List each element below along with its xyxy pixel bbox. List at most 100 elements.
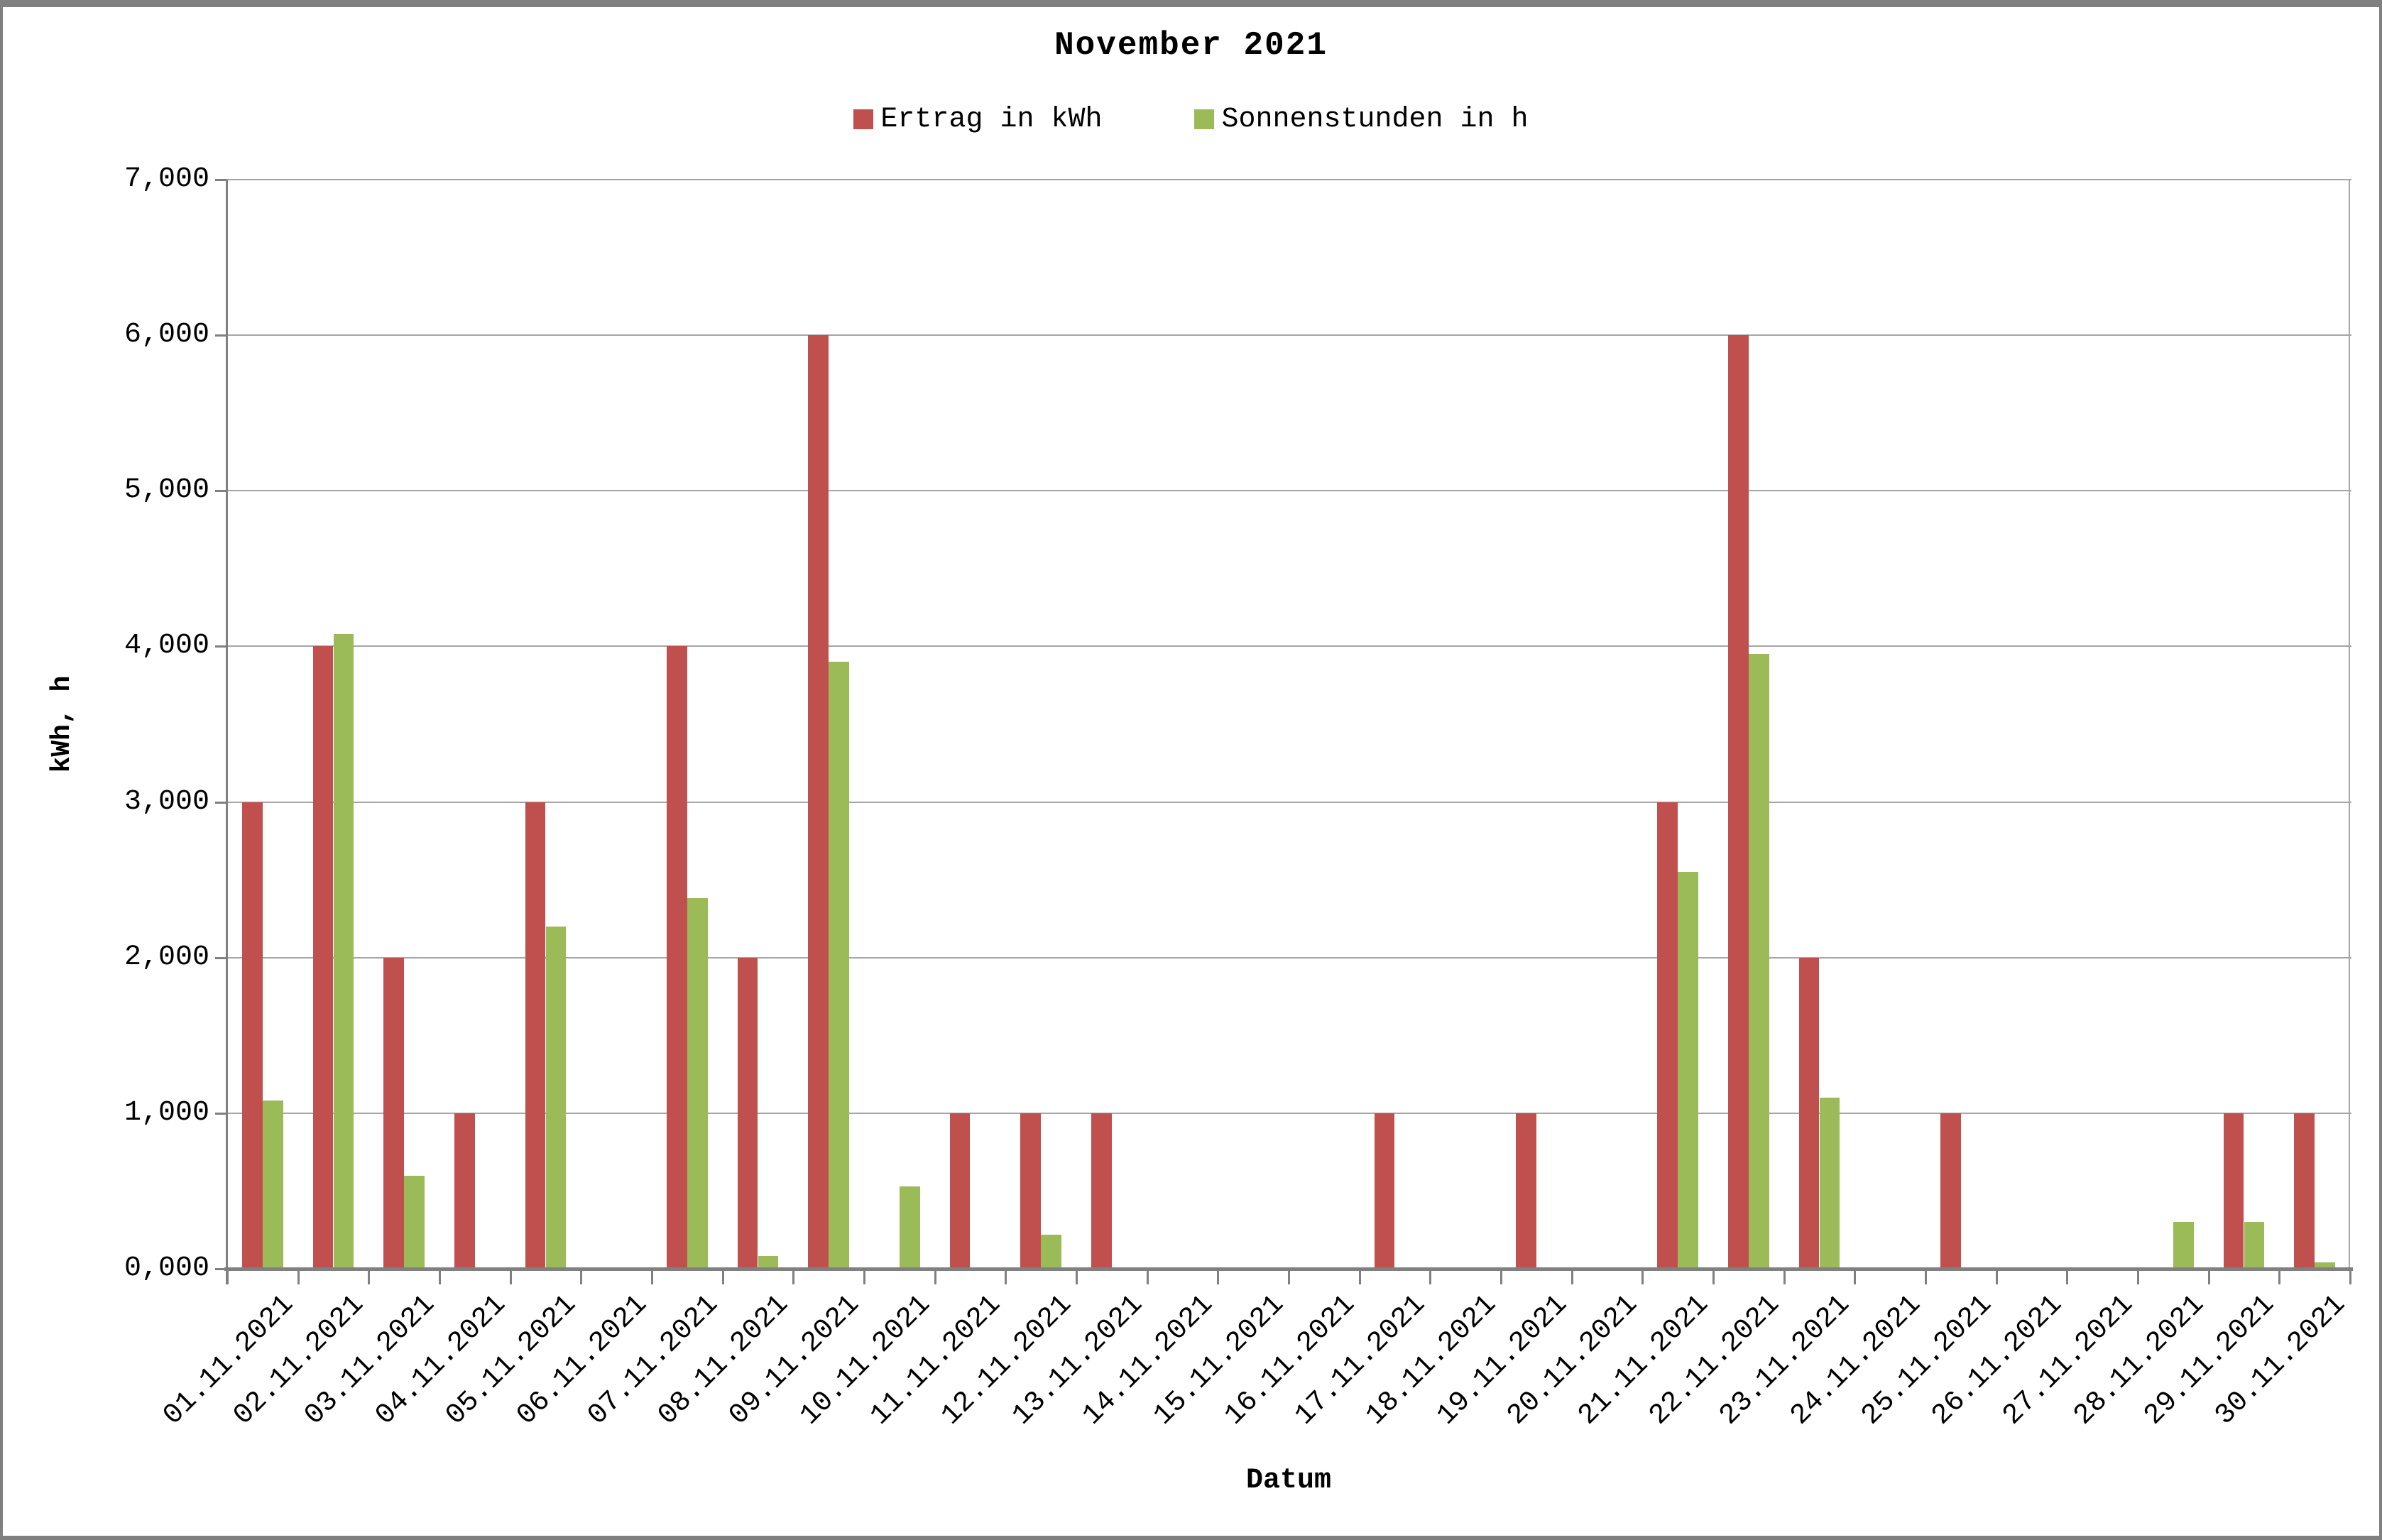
bar-ertrag-03.11.2021: [383, 957, 405, 1269]
bar-ertrag-25.11.2021: [1940, 1113, 1961, 1269]
y-axis-tick: [215, 334, 227, 337]
bar-sonnenstunden-12.11.2021: [1041, 1234, 1062, 1269]
y-axis-tick: [215, 1112, 227, 1115]
legend-label-sonnenstunden: Sonnenstunden in h: [1221, 103, 1529, 136]
x-axis-tick: [1570, 1269, 1573, 1284]
y-tick-label: 6,000: [124, 319, 209, 351]
frame-border-top: [0, 0, 2382, 7]
bar-sonnenstunden-30.11.2021: [2315, 1262, 2336, 1269]
gridline: [227, 179, 2351, 180]
y-axis-tick: [215, 490, 227, 493]
legend-swatch-ertrag: [853, 109, 874, 129]
bar-sonnenstunden-23.11.2021: [1819, 1097, 1840, 1269]
x-axis-tick: [509, 1269, 512, 1284]
x-axis-tick: [1076, 1269, 1078, 1284]
y-axis-tick: [215, 179, 227, 181]
legend-item-ertrag: Ertrag in kWh: [853, 104, 1102, 136]
x-axis-tick: [1995, 1269, 1998, 1284]
gridline: [227, 334, 2351, 337]
y-axis-tick: [215, 1268, 227, 1270]
bar-ertrag-29.11.2021: [2223, 1113, 2244, 1269]
x-axis-tick: [297, 1269, 300, 1284]
bar-ertrag-21.11.2021: [1657, 802, 1678, 1269]
bar-ertrag-05.11.2021: [525, 802, 546, 1269]
bar-ertrag-19.11.2021: [1515, 1113, 1536, 1269]
x-axis-tick: [2137, 1269, 2139, 1284]
bar-ertrag-23.11.2021: [1798, 957, 1820, 1269]
y-tick-label: 7,000: [124, 163, 209, 195]
x-axis-tick: [2066, 1269, 2069, 1284]
y-tick-label: 2,000: [124, 941, 209, 973]
bar-ertrag-08.11.2021: [737, 957, 758, 1269]
gridline: [227, 956, 2351, 959]
bar-sonnenstunden-01.11.2021: [262, 1101, 283, 1269]
legend-label-ertrag: Ertrag in kWh: [880, 103, 1103, 136]
x-axis-tick: [2278, 1269, 2281, 1284]
bar-sonnenstunden-05.11.2021: [545, 926, 567, 1269]
x-axis-tick: [651, 1269, 653, 1284]
bar-sonnenstunden-28.11.2021: [2173, 1222, 2194, 1269]
bar-sonnenstunden-09.11.2021: [829, 662, 850, 1269]
x-axis-tick: [1783, 1269, 1786, 1284]
bar-sonnenstunden-07.11.2021: [687, 898, 708, 1269]
bar-sonnenstunden-29.11.2021: [2244, 1222, 2265, 1269]
bar-ertrag-04.11.2021: [454, 1113, 475, 1269]
x-axis-tick: [439, 1269, 441, 1284]
x-axis-tick: [226, 1269, 229, 1284]
bar-sonnenstunden-03.11.2021: [404, 1175, 425, 1269]
x-axis-tick: [2349, 1269, 2351, 1284]
y-axis-line: [226, 180, 228, 1284]
plot-right-border: [2349, 180, 2350, 1269]
frame-border-bottom: [0, 1536, 2382, 1540]
legend-swatch-sonnenstunden: [1194, 109, 1215, 129]
bar-ertrag-22.11.2021: [1727, 335, 1749, 1269]
chart-title: November 2021: [1054, 27, 1328, 64]
legend-item-sonnenstunden: Sonnenstunden in h: [1194, 103, 1529, 136]
gridline: [227, 801, 2351, 803]
gridline: [227, 645, 2351, 648]
bar-sonnenstunden-08.11.2021: [758, 1256, 779, 1269]
y-axis-tick: [215, 801, 227, 804]
bar-ertrag-07.11.2021: [666, 646, 687, 1269]
gridline: [227, 490, 2351, 492]
x-axis-tick: [1358, 1269, 1361, 1284]
bar-ertrag-11.11.2021: [949, 1113, 971, 1269]
bar-sonnenstunden-10.11.2021: [899, 1186, 920, 1269]
x-axis-tick: [1925, 1269, 1927, 1284]
bar-ertrag-17.11.2021: [1374, 1113, 1395, 1269]
bar-ertrag-01.11.2021: [241, 802, 263, 1269]
x-axis-tick: [721, 1269, 724, 1284]
x-axis-tick: [1005, 1269, 1007, 1284]
bar-sonnenstunden-22.11.2021: [1748, 654, 1769, 1269]
legend: Ertrag in kWh Sonnenstunden in h: [0, 99, 2382, 139]
y-tick-label: 0,000: [124, 1252, 209, 1284]
x-axis-tick: [1500, 1269, 1502, 1284]
x-axis-tick: [792, 1269, 795, 1284]
bar-ertrag-13.11.2021: [1091, 1113, 1112, 1269]
bar-sonnenstunden-21.11.2021: [1678, 872, 1699, 1269]
bar-ertrag-09.11.2021: [808, 335, 829, 1269]
x-axis-tick: [1712, 1269, 1715, 1284]
x-axis-tick: [1217, 1269, 1220, 1284]
x-axis-tick: [1288, 1269, 1290, 1284]
x-axis-tick: [863, 1269, 865, 1284]
y-tick-label: 1,000: [124, 1096, 209, 1129]
x-axis-tick: [1146, 1269, 1149, 1284]
x-axis-tick: [1641, 1269, 1644, 1284]
bar-ertrag-12.11.2021: [1020, 1113, 1042, 1269]
y-tick-label: 4,000: [124, 630, 209, 662]
gridline: [227, 1112, 2351, 1114]
x-axis-tick: [580, 1269, 583, 1284]
y-axis-tick: [215, 956, 227, 959]
x-axis-tick: [2207, 1269, 2210, 1284]
x-axis-tick: [934, 1269, 936, 1284]
x-axis-tick: [1429, 1269, 1432, 1284]
frame-border-left: [0, 0, 3, 1540]
x-axis-title: Datum: [1245, 1465, 1332, 1497]
y-tick-label: 5,000: [124, 474, 209, 507]
bar-ertrag-02.11.2021: [312, 646, 334, 1269]
x-axis-tick: [1854, 1269, 1857, 1284]
y-tick-label: 3,000: [124, 785, 209, 818]
